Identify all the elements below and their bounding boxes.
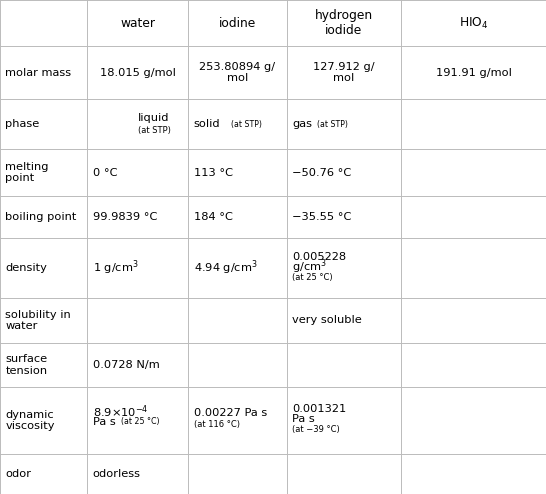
Text: (at 25 °C): (at 25 °C) <box>292 273 333 283</box>
Text: (at STP): (at STP) <box>138 126 171 135</box>
Text: dynamic
viscosity: dynamic viscosity <box>5 410 55 431</box>
Text: 253.80894 g/
mol: 253.80894 g/ mol <box>199 62 276 83</box>
Text: 8.9$\times$10$^{-4}$: 8.9$\times$10$^{-4}$ <box>93 403 149 420</box>
Text: g/cm$^3$: g/cm$^3$ <box>292 257 327 276</box>
Text: water: water <box>120 17 156 30</box>
Text: very soluble: very soluble <box>292 316 362 326</box>
Text: phase: phase <box>5 119 40 129</box>
Text: surface
tension: surface tension <box>5 354 48 376</box>
Text: solid: solid <box>194 119 221 129</box>
Text: (at STP): (at STP) <box>231 120 262 128</box>
Text: (at 25 °C): (at 25 °C) <box>121 417 160 426</box>
Text: hydrogen
iodide: hydrogen iodide <box>315 9 373 37</box>
Text: HIO$_4$: HIO$_4$ <box>459 16 489 31</box>
Text: iodine: iodine <box>219 17 256 30</box>
Text: Pa s: Pa s <box>292 413 315 423</box>
Text: (at −39 °C): (at −39 °C) <box>292 425 340 434</box>
Text: 127.912 g/
mol: 127.912 g/ mol <box>313 62 375 83</box>
Text: 0.00227 Pa s: 0.00227 Pa s <box>194 408 267 417</box>
Text: density: density <box>5 263 48 273</box>
Text: boiling point: boiling point <box>5 212 77 222</box>
Text: 0.0728 N/m: 0.0728 N/m <box>93 360 159 370</box>
Text: 4.94 g/cm$^3$: 4.94 g/cm$^3$ <box>194 259 258 277</box>
Text: molar mass: molar mass <box>5 68 72 78</box>
Text: 113 °C: 113 °C <box>194 167 233 177</box>
Text: 184 °C: 184 °C <box>194 212 233 222</box>
Text: 99.9839 °C: 99.9839 °C <box>93 212 157 222</box>
Text: Pa s: Pa s <box>93 417 116 427</box>
Text: 0.001321: 0.001321 <box>292 404 346 413</box>
Text: (at STP): (at STP) <box>317 120 348 128</box>
Text: liquid: liquid <box>138 113 169 123</box>
Text: 191.91 g/mol: 191.91 g/mol <box>436 68 512 78</box>
Text: (at 116 °C): (at 116 °C) <box>194 420 240 429</box>
Text: −35.55 °C: −35.55 °C <box>292 212 352 222</box>
Text: 18.015 g/mol: 18.015 g/mol <box>100 68 176 78</box>
Text: 1 g/cm$^3$: 1 g/cm$^3$ <box>93 259 139 277</box>
Text: 0.005228: 0.005228 <box>292 252 346 262</box>
Text: −50.76 °C: −50.76 °C <box>292 167 352 177</box>
Text: 0 °C: 0 °C <box>93 167 117 177</box>
Text: melting
point: melting point <box>5 162 49 183</box>
Text: odorless: odorless <box>93 469 141 479</box>
Text: solubility in
water: solubility in water <box>5 310 71 331</box>
Text: gas: gas <box>292 119 312 129</box>
Text: odor: odor <box>5 469 32 479</box>
